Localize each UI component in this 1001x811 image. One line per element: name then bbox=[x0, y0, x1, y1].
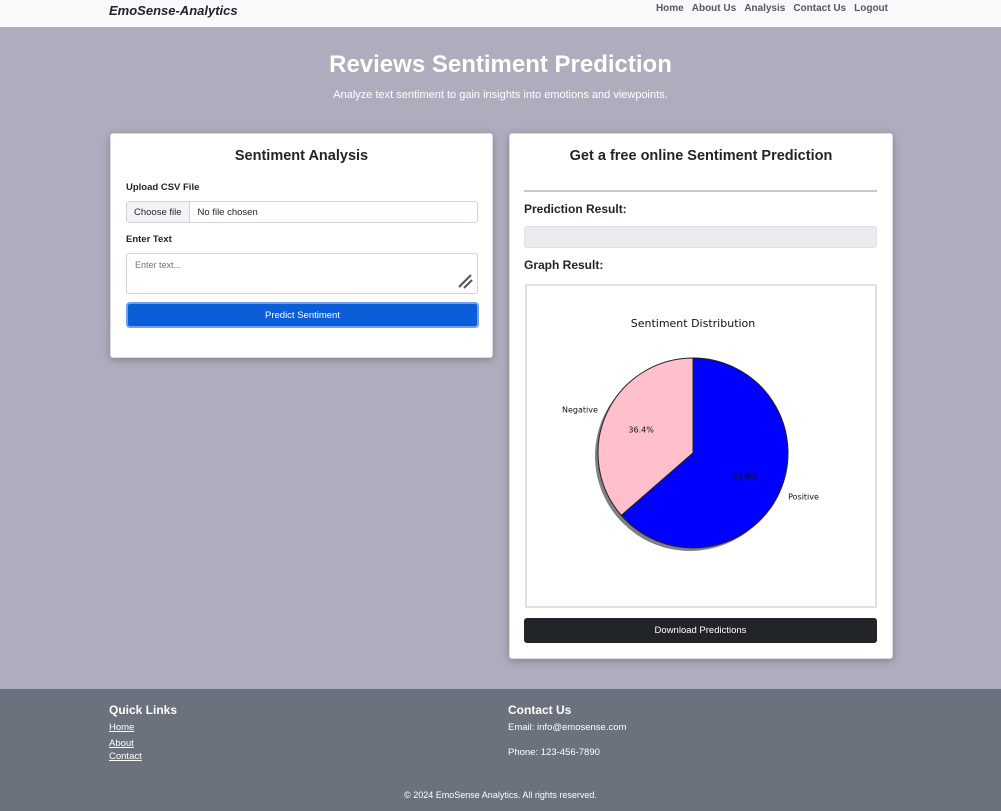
text-input[interactable]: Enter text... bbox=[126, 253, 478, 294]
pie-slice-positive bbox=[620, 357, 789, 549]
page-title: Reviews Sentiment Prediction bbox=[329, 51, 672, 78]
file-status-text: No file chosen bbox=[197, 206, 258, 218]
copyright-text: © 2024 EmoSense Analytics. All rights re… bbox=[404, 790, 597, 800]
page-subtitle: Analyze text sentiment to gain insights … bbox=[333, 89, 668, 101]
nav-link-analysis[interactable]: Analysis bbox=[744, 3, 786, 14]
resize-handle-icon[interactable] bbox=[456, 272, 474, 290]
choose-file-button[interactable]: Choose file bbox=[127, 202, 190, 222]
sentiment-analysis-card: Sentiment Analysis Upload CSV File Choos… bbox=[110, 133, 493, 358]
prediction-card-title: Get a free online Sentiment Prediction bbox=[569, 148, 833, 164]
contact-phone: Phone: 123-456-7890 bbox=[508, 747, 600, 758]
footer-link-contact[interactable]: Contact bbox=[109, 751, 142, 762]
chart-title: Sentiment Distribution bbox=[631, 317, 756, 330]
nav-link-contact-us[interactable]: Contact Us bbox=[793, 3, 847, 14]
brand-logo[interactable]: EmoSense-Analytics bbox=[109, 3, 238, 18]
pie-percent-label: 63.6% bbox=[732, 473, 758, 482]
download-predictions-button[interactable]: Download Predictions bbox=[524, 618, 877, 643]
contact-us-heading: Contact Us bbox=[508, 703, 572, 717]
enter-text-label: Enter Text bbox=[126, 234, 172, 245]
navbar: EmoSense-Analytics Home About Us Analysi… bbox=[0, 0, 1001, 27]
quick-links-heading: Quick Links bbox=[109, 703, 178, 717]
footer-link-about[interactable]: About bbox=[109, 738, 134, 749]
nav-link-about-us[interactable]: About Us bbox=[691, 3, 737, 14]
pie-category-label: Negative bbox=[562, 406, 598, 415]
graph-result-chart: Sentiment Distribution 36.4% Negative 63.6%… bbox=[525, 284, 877, 608]
pie-slice-negative bbox=[597, 357, 694, 517]
sentiment-analysis-title: Sentiment Analysis bbox=[234, 148, 369, 164]
upload-csv-label: Upload CSV File bbox=[126, 182, 200, 193]
pie-category-label: Positive bbox=[788, 492, 819, 501]
footer-link-home[interactable]: Home bbox=[109, 722, 135, 733]
prediction-result-box bbox=[524, 226, 877, 248]
footer: Quick Links Home About Contact Contact U… bbox=[0, 689, 1001, 811]
nav-link-home[interactable]: Home bbox=[655, 3, 684, 14]
pie-percent-label: 36.4% bbox=[628, 425, 654, 434]
predict-sentiment-button[interactable]: Predict Sentiment bbox=[126, 302, 479, 328]
text-input-placeholder: Enter text... bbox=[135, 260, 182, 270]
contact-email: Email: info@emosense.com bbox=[508, 722, 627, 733]
pie-chart: Sentiment Distribution 36.4% Negative 63.6%… bbox=[562, 317, 819, 551]
csv-file-input[interactable]: Choose file No file chosen bbox=[126, 201, 478, 223]
nav-link-logout[interactable]: Logout bbox=[854, 3, 888, 14]
divider bbox=[524, 190, 877, 192]
graph-result-label: Graph Result: bbox=[524, 258, 604, 272]
nav-links: Home About Us Analysis Contact Us Logout bbox=[656, 3, 888, 14]
prediction-card: Get a free online Sentiment Prediction P… bbox=[509, 133, 893, 659]
prediction-result-label: Prediction Result: bbox=[524, 202, 627, 216]
